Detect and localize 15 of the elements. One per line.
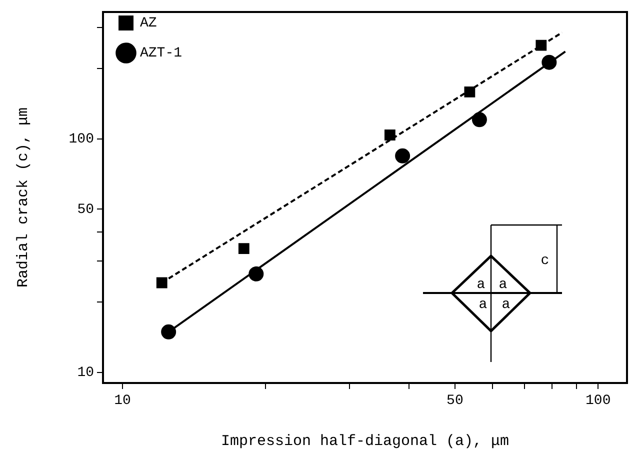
annotation: a: [476, 277, 486, 293]
x-tick-label: 10: [114, 393, 131, 410]
y-tick-label: 50: [77, 202, 94, 218]
annotation: a: [502, 297, 510, 313]
y-tick-label: 100: [68, 132, 94, 148]
annotation: c: [540, 253, 550, 269]
x-axis-title: Impression half-diagonal (a), μm: [220, 432, 510, 450]
annotation: a: [498, 277, 508, 293]
x-tick-label: 50: [446, 393, 464, 410]
y-tick-label: 10: [77, 365, 94, 382]
x-tick-label: 100: [586, 393, 611, 410]
legend-label: AZT-1: [140, 46, 182, 62]
annotation: a: [478, 297, 488, 313]
legend-label: AZ: [140, 16, 157, 32]
y-axis-title: Radial crack (c), μm: [14, 107, 32, 288]
